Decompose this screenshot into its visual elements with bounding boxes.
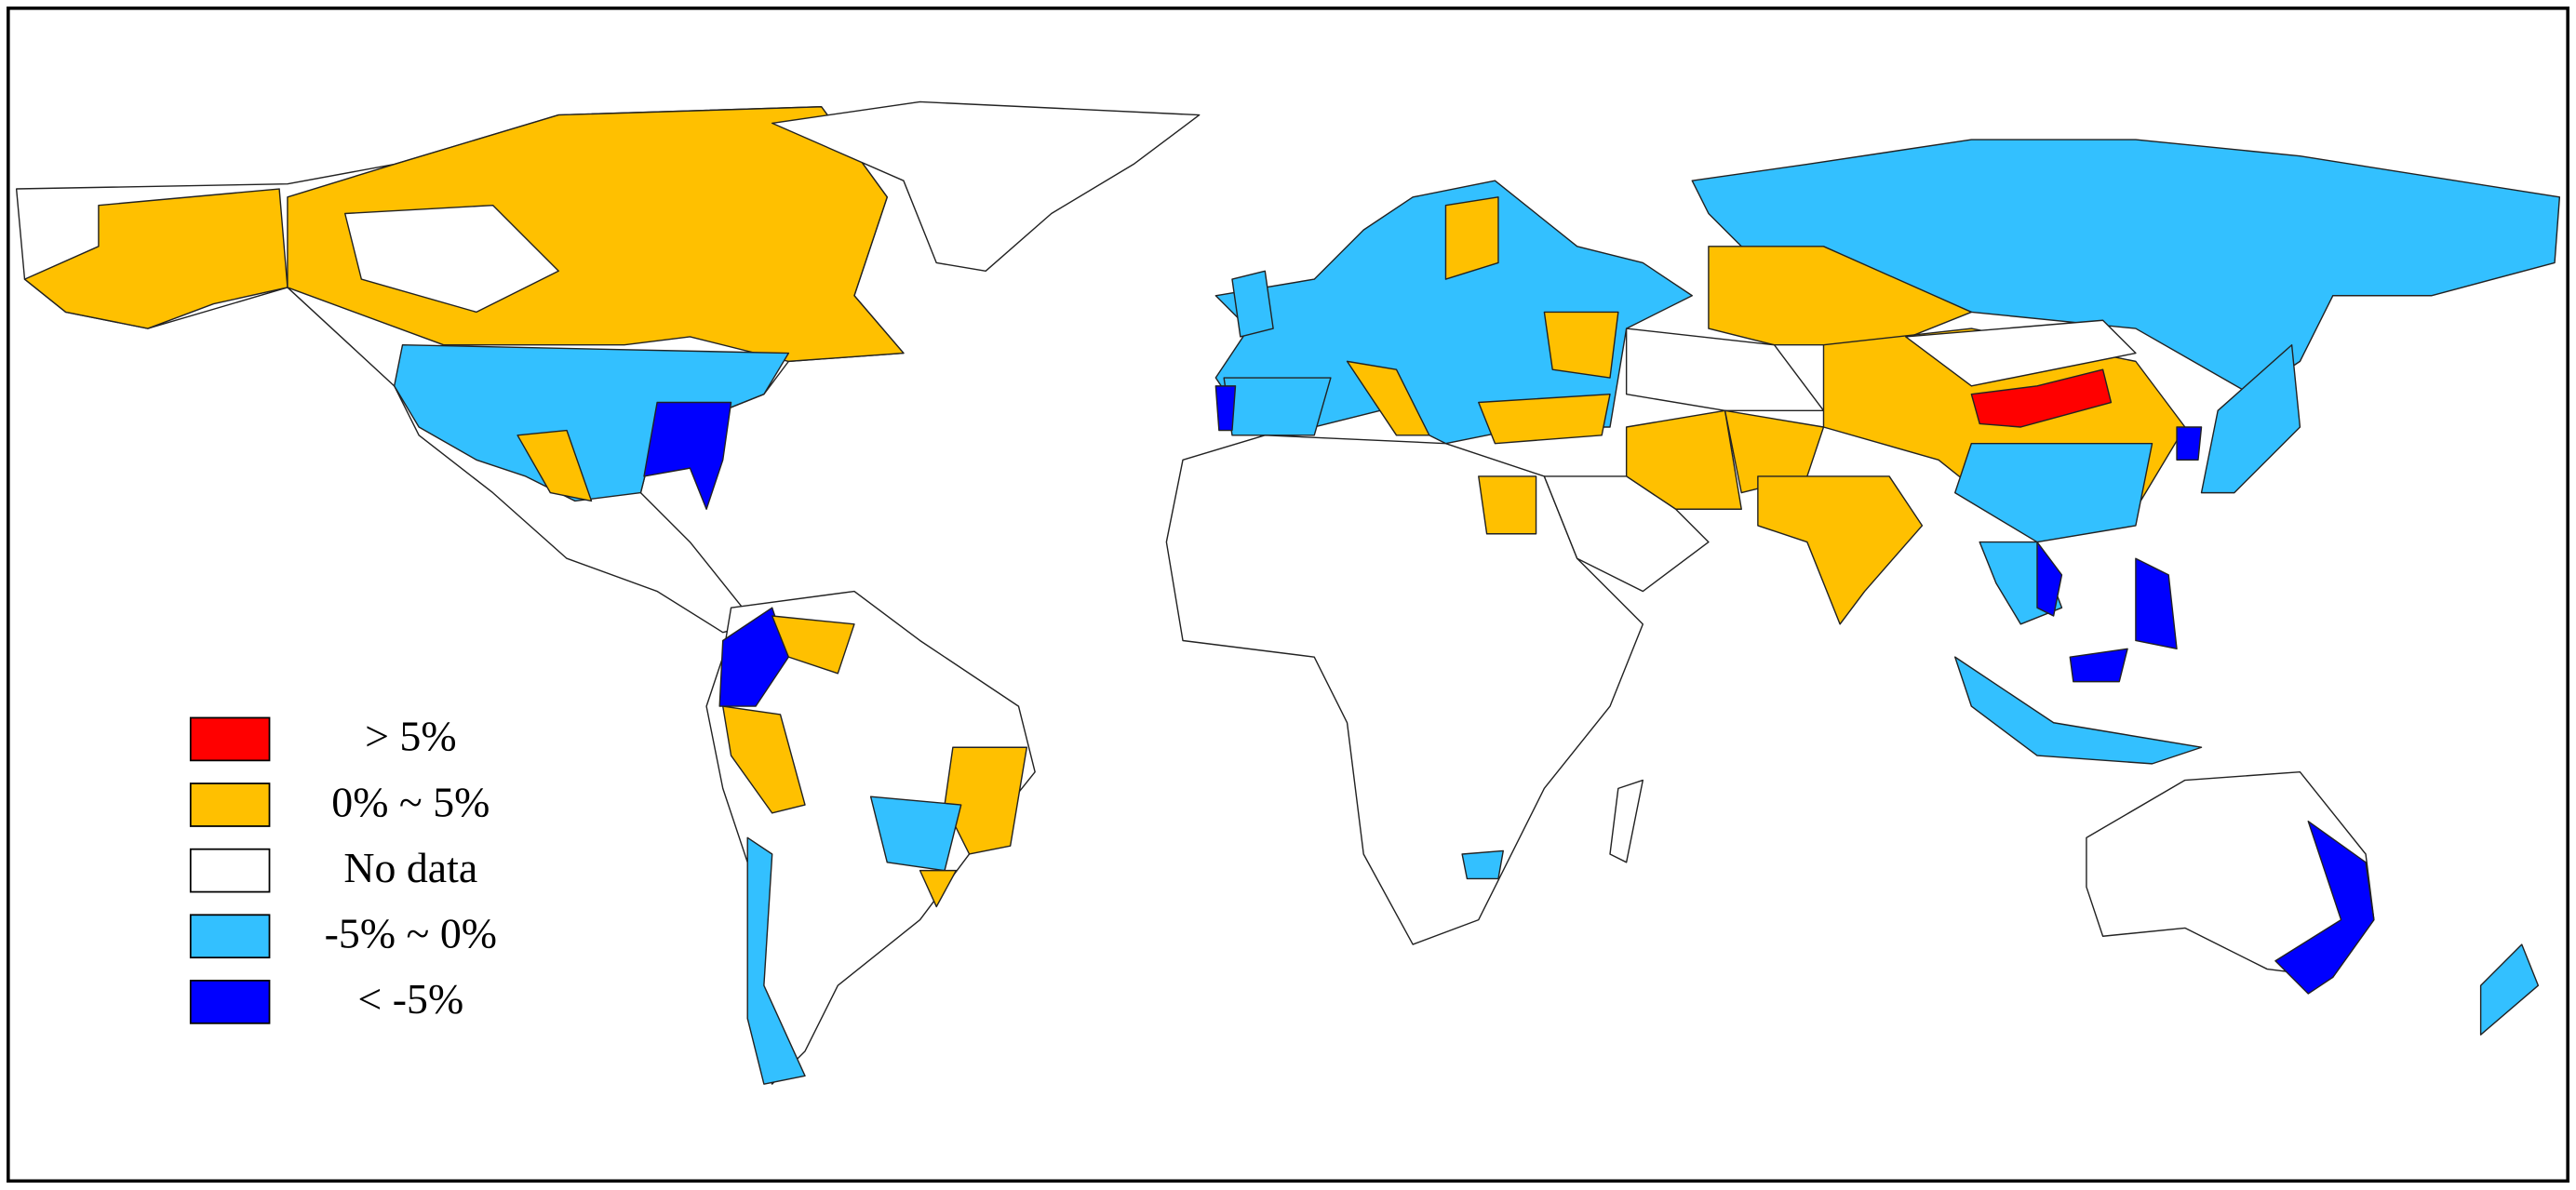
- philippines: [2135, 557, 2178, 650]
- uk: [1231, 270, 1274, 338]
- legend-swatch: [189, 848, 271, 893]
- finland: [1444, 196, 1499, 280]
- canada-no-data: [344, 204, 559, 314]
- ukraine: [1543, 311, 1619, 379]
- new-zealand: [2479, 943, 2540, 1036]
- japan: [2200, 344, 2301, 494]
- regions: [15, 100, 2561, 1085]
- australia-east: [2274, 820, 2375, 995]
- legend-swatch: [189, 914, 271, 959]
- madagascar: [1609, 779, 1644, 863]
- africa: [1165, 435, 1644, 945]
- legend: > 5% 0% ~ 5% No data -5% ~ 0% < -5%: [189, 713, 497, 1024]
- usa: [393, 344, 790, 502]
- central-asia: [1625, 328, 1825, 412]
- legend-label: -5% ~ 0%: [325, 910, 497, 957]
- borneo: [2069, 648, 2128, 683]
- south-america: [705, 590, 1036, 1085]
- korea: [2176, 426, 2203, 461]
- brazil-south: [919, 869, 958, 908]
- venezuela: [771, 615, 855, 675]
- legend-swatch: [189, 980, 271, 1024]
- inner-mongolia: [1970, 368, 2113, 428]
- arabia: [1543, 475, 1710, 593]
- spain: [1223, 377, 1332, 436]
- india: [1757, 475, 1924, 625]
- china-east: [1954, 442, 2153, 543]
- legend-label: < -5%: [357, 975, 463, 1023]
- legend-label: > 5%: [365, 713, 456, 760]
- usa-south: [517, 429, 593, 502]
- italy: [1346, 360, 1430, 436]
- usa-southeast: [643, 401, 732, 510]
- greenland: [771, 100, 1201, 272]
- legend-swatch: [189, 782, 271, 827]
- mongolia: [1905, 319, 2137, 387]
- legend-label: No data: [343, 844, 477, 891]
- iran: [1625, 409, 1742, 510]
- south-africa-part: [1461, 849, 1504, 880]
- portugal: [1214, 385, 1237, 432]
- egypt: [1478, 475, 1537, 535]
- legend-swatch: [189, 716, 271, 762]
- peru: [722, 705, 806, 814]
- colombia: [718, 607, 790, 707]
- chile: [746, 836, 806, 1085]
- alaska: [23, 188, 288, 329]
- vietnam: [2036, 541, 2063, 617]
- legend-label: 0% ~ 5%: [331, 778, 490, 825]
- turkey: [1478, 393, 1611, 445]
- brazil-east: [944, 746, 1028, 855]
- indonesia: [1954, 656, 2203, 765]
